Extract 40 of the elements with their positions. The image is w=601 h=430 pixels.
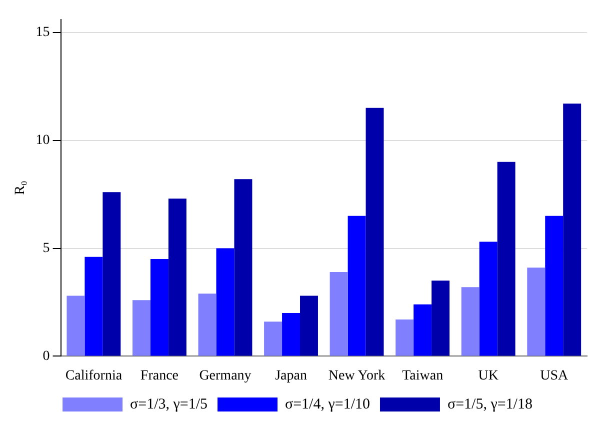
bar <box>348 216 366 356</box>
legend-label: σ=1/5, γ=1/18 <box>447 396 532 412</box>
y-tick-label: 0 <box>42 348 50 364</box>
bar <box>497 162 516 356</box>
bar <box>563 104 582 356</box>
bar <box>527 268 546 356</box>
bar <box>132 300 150 356</box>
x-tick-label: California <box>65 368 123 384</box>
bar <box>396 320 414 356</box>
bar <box>366 108 384 356</box>
x-tick-label: Taiwan <box>402 368 444 384</box>
x-tick-label: Japan <box>275 368 307 384</box>
bar <box>168 198 186 356</box>
x-tick-label: France <box>140 368 179 384</box>
x-tick-label: Germany <box>199 368 252 384</box>
bar <box>66 296 85 356</box>
bar <box>282 313 300 356</box>
bar <box>234 179 252 356</box>
y-axis-title: R₀ <box>13 180 28 195</box>
x-tick-label: UK <box>478 368 498 384</box>
bar <box>198 294 216 356</box>
bar <box>432 280 450 356</box>
bar <box>300 296 318 356</box>
legend-label: σ=1/4, γ=1/10 <box>285 396 370 412</box>
bar <box>264 322 282 356</box>
legend-label: σ=1/3, γ=1/5 <box>130 396 208 412</box>
bar <box>461 287 480 356</box>
x-tick-label: New York <box>328 368 386 384</box>
y-tick-label: 5 <box>42 240 50 256</box>
bar <box>84 256 103 356</box>
bar <box>414 304 432 356</box>
y-tick-label: 10 <box>36 132 50 148</box>
x-tick-label: USA <box>540 368 569 384</box>
bar <box>216 248 234 356</box>
bar <box>330 272 348 356</box>
bar <box>102 192 121 356</box>
bar <box>150 259 168 356</box>
bar <box>545 216 564 356</box>
y-tick-label: 15 <box>36 25 50 40</box>
bar <box>479 242 498 356</box>
